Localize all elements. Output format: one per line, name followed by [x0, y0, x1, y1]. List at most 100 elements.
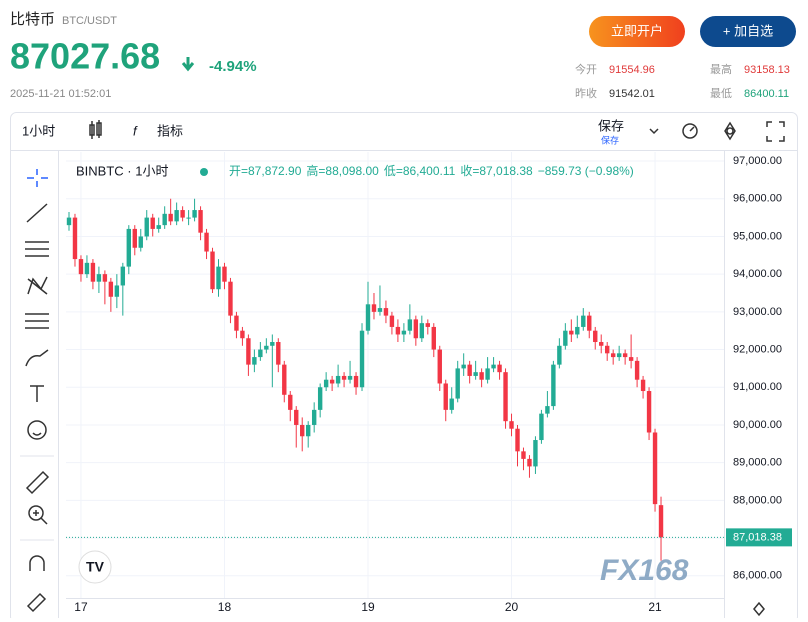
candle-body: [383, 308, 389, 316]
candle-body: [413, 319, 419, 339]
zoom-tool[interactable]: [28, 505, 48, 525]
candle-body: [473, 372, 478, 376]
candle-body: [533, 440, 538, 467]
candle-body: [479, 372, 484, 380]
legend-symbol: BINBTC · 1小时: [76, 163, 168, 178]
change: -4.94%: [209, 58, 257, 75]
candle-body: [581, 315, 586, 327]
candle-body: [144, 217, 149, 237]
candle-body: [515, 428, 520, 452]
save-sub[interactable]: 保存: [601, 134, 619, 145]
fib-tool[interactable]: [25, 241, 49, 257]
button-label[interactable]: + 加自选: [723, 23, 773, 38]
axis-settings[interactable]: [753, 601, 765, 617]
emoji-tool[interactable]: [27, 420, 47, 440]
x-tick-label: 21: [648, 600, 662, 614]
line-tool[interactable]: [26, 203, 48, 223]
candle-body: [204, 232, 209, 252]
indicators[interactable]: 指标: [157, 123, 183, 138]
candle-body: [652, 432, 658, 505]
stat-value: 93158.13: [744, 64, 790, 76]
candle-body: [551, 364, 556, 407]
candle-body: [84, 262, 90, 275]
stat-label: 今开: [575, 62, 597, 76]
candle-body: [443, 383, 448, 410]
candle-body: [527, 458, 532, 467]
candle-type-icon[interactable]: [89, 120, 102, 139]
candle-body: [437, 349, 442, 384]
fx-icon[interactable]: f: [133, 123, 138, 138]
y-tick-label: 97,000.00: [733, 155, 782, 167]
button-label[interactable]: 立即开户: [611, 23, 663, 38]
interval[interactable]: 1小时: [22, 123, 55, 138]
chart-panel: [10, 112, 798, 622]
candle-body: [593, 330, 598, 343]
candle-body: [658, 505, 664, 538]
candle-body: [162, 213, 167, 226]
candle-body: [180, 210, 185, 218]
candle-body: [646, 391, 652, 433]
lock-tool[interactable]: [26, 592, 47, 613]
candle-body: [252, 357, 257, 365]
candle-body: [66, 217, 72, 226]
candle-body: [545, 406, 550, 414]
y-tick-label: 89,000.00: [733, 457, 782, 469]
prediction-tool[interactable]: [25, 313, 49, 329]
candle-body: [72, 217, 78, 260]
last-price-label: 87,018.38: [733, 531, 782, 543]
watermark: FX168: [600, 554, 689, 587]
watchlist-button[interactable]: [700, 16, 796, 47]
candle-body: [503, 372, 508, 422]
alert-icon[interactable]: [682, 123, 698, 139]
candle-body: [246, 338, 251, 365]
dropdown-icon[interactable]: [649, 128, 659, 135]
candle-body: [563, 330, 568, 346]
down-arrow: [181, 57, 195, 72]
candle-body: [240, 330, 245, 339]
candle-body: [90, 262, 96, 282]
save[interactable]: 保存: [598, 118, 624, 133]
candle-body: [132, 228, 137, 248]
candle-body: [371, 304, 377, 312]
candle-body: [395, 326, 401, 335]
candle-body: [156, 225, 161, 229]
candle-body: [216, 266, 221, 290]
candle-body: [96, 274, 102, 282]
open-account-button[interactable]: [589, 16, 685, 47]
candle-body: [120, 266, 126, 286]
candle-body: [311, 409, 317, 425]
settings-icon[interactable]: [724, 121, 736, 141]
candle-body: [306, 424, 311, 437]
candle-body: [150, 217, 155, 229]
stat-value: 91542.01: [609, 88, 655, 100]
candle-body: [198, 210, 203, 233]
candle-body: [347, 375, 353, 380]
candle-body: [276, 342, 281, 365]
legend-value: 收=87,018.38: [460, 164, 533, 178]
candle-body: [587, 315, 592, 331]
magnet-tool[interactable]: [29, 555, 45, 571]
candle-body: [605, 345, 610, 354]
price: 87027.68: [10, 36, 160, 77]
candle-body: [425, 323, 430, 327]
fullscreen-icon[interactable]: [766, 121, 785, 142]
candle-body: [78, 259, 84, 275]
candle-body: [575, 326, 580, 335]
candle-body: [168, 213, 173, 222]
candle-body: [431, 326, 436, 350]
legend-value: 低=86,400.11: [384, 164, 456, 178]
candle-body: [569, 330, 574, 335]
candle-body: [407, 319, 413, 331]
crosshair-tool[interactable]: [27, 169, 48, 187]
candle-body: [126, 228, 131, 267]
candle-body: [557, 345, 562, 365]
text-tool[interactable]: [30, 385, 44, 402]
candle-body: [341, 375, 347, 380]
pattern-tool[interactable]: [27, 276, 48, 295]
brush-tool[interactable]: [25, 349, 49, 367]
tv-logo: TV: [78, 550, 112, 584]
ruler-tool[interactable]: [25, 470, 50, 495]
candle-body: [114, 285, 120, 297]
candle-body: [192, 210, 197, 218]
